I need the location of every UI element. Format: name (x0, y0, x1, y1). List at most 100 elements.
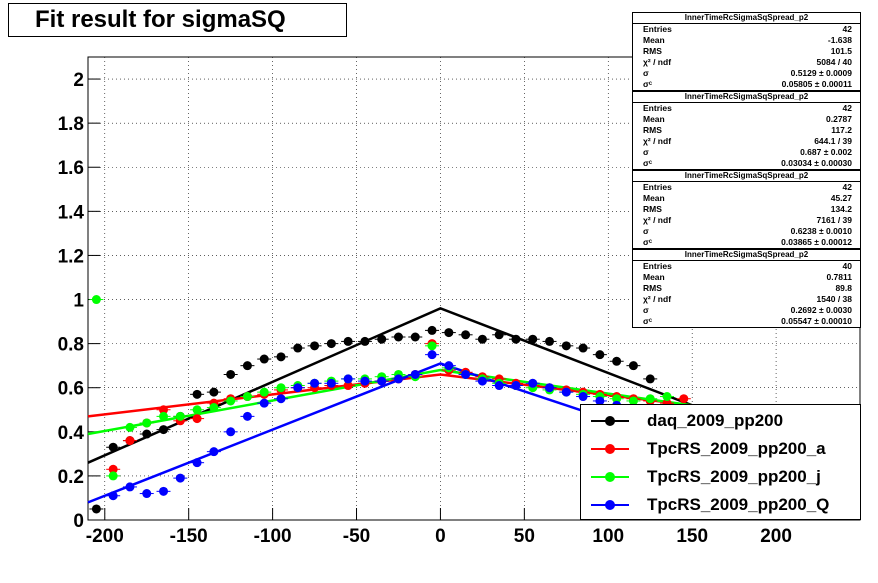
stats-row: Entries 40 (633, 261, 860, 272)
stats-value: 644.1 / 39 (814, 136, 852, 146)
data-point (175, 473, 185, 483)
data-point (528, 334, 538, 344)
stats-key: Mean (643, 114, 665, 124)
data-point (108, 471, 118, 481)
data-point (259, 354, 269, 364)
data-point (545, 383, 555, 393)
stats-box: InnerTimeRcSigmaSqSpread_p2 Entries 42 Mean… (632, 170, 861, 249)
data-point (192, 458, 202, 468)
data-point (360, 376, 370, 386)
stats-value: 42 (842, 182, 852, 192)
stats-value: 0.5129 ± 0.0009 (790, 68, 852, 78)
data-point (561, 341, 571, 351)
x-tick-label: 100 (592, 526, 624, 547)
data-point (242, 411, 252, 421)
data-point (192, 414, 202, 424)
legend-marker (605, 416, 615, 426)
stats-row: σ 0.2692 ± 0.0030 (633, 305, 860, 316)
stats-key: σ (643, 226, 649, 236)
stats-key: Mean (643, 193, 665, 203)
stats-key: Mean (643, 272, 665, 282)
stats-value: 0.03865 ± 0.00012 (781, 237, 852, 247)
plot-title: Fit result for sigmaSQ (8, 3, 347, 37)
stats-key: χ² / ndf (643, 136, 672, 146)
x-tick-label: 200 (760, 526, 792, 547)
legend-item: TpcRS_2009_pp200_a (581, 435, 860, 462)
stats-key: RMS (643, 204, 662, 214)
stats-row: Mean 0.7811 (633, 272, 860, 283)
data-point (192, 389, 202, 399)
y-tick-label: 0.6 (58, 379, 84, 400)
data-point (209, 387, 219, 397)
data-point (410, 332, 420, 342)
x-tick-label: -150 (170, 526, 208, 547)
data-point (545, 336, 555, 346)
data-point (310, 341, 320, 351)
stats-value: 101.5 (830, 46, 852, 56)
stats-key: Entries (643, 182, 672, 192)
data-point (209, 403, 219, 413)
y-tick-label: 2 (73, 70, 84, 91)
stats-key: Mean (643, 35, 665, 45)
y-tick-label: 1.6 (58, 158, 84, 179)
data-point (108, 442, 118, 452)
data-point (226, 369, 236, 379)
data-point (612, 394, 622, 404)
data-point (310, 378, 320, 388)
data-point (276, 383, 286, 393)
data-point (494, 330, 504, 340)
data-point (91, 504, 101, 514)
y-tick-label: 0.4 (58, 423, 85, 444)
data-point (226, 396, 236, 406)
stats-key: χ² / ndf (643, 294, 672, 304)
stats-key: Entries (643, 103, 672, 113)
stats-row: σᶜ 0.05547 ± 0.00010 (633, 316, 860, 327)
data-point (159, 425, 169, 435)
stats-value: 1540 / 38 (816, 294, 852, 304)
data-point (679, 394, 689, 404)
data-point (242, 361, 252, 371)
x-tick-label: -200 (86, 526, 124, 547)
stats-value: 134.2 (830, 204, 852, 214)
data-point (444, 328, 454, 338)
y-tick-label: 0.8 (58, 335, 84, 356)
data-point (343, 336, 353, 346)
x-tick-label: -100 (254, 526, 292, 547)
data-point (461, 369, 471, 379)
data-point (259, 398, 269, 408)
data-point (142, 429, 152, 439)
stats-key: χ² / ndf (643, 57, 672, 67)
data-point (427, 350, 437, 360)
stats-value: 40 (842, 261, 852, 271)
stats-key: σ (643, 68, 649, 78)
stats-key: RMS (643, 125, 662, 135)
data-point (410, 369, 420, 379)
stats-key: σᶜ (643, 237, 653, 247)
data-point (662, 392, 672, 402)
data-point (326, 378, 336, 388)
data-point (377, 334, 387, 344)
data-point (595, 396, 605, 406)
data-point (628, 396, 638, 406)
stats-key: σᶜ (643, 316, 653, 326)
x-tick-label: 0 (435, 526, 446, 547)
data-point (125, 422, 135, 432)
data-point (393, 374, 403, 384)
data-point (393, 332, 403, 342)
legend-label: daq_2009_pp200 (647, 411, 784, 430)
data-point (645, 394, 655, 404)
data-point (461, 330, 471, 340)
stats-value: 0.2787 (826, 114, 852, 124)
data-point (125, 436, 135, 446)
data-point (578, 343, 588, 353)
data-point (175, 411, 185, 421)
data-point (511, 334, 521, 344)
data-point (561, 387, 571, 397)
stats-box-title: InnerTimeRcSigmaSqSpread_p2 (633, 250, 860, 261)
x-tick-label: -50 (343, 526, 370, 547)
legend-marker (605, 444, 615, 454)
stats-row: Mean 0.2787 (633, 114, 860, 125)
stats-box: InnerTimeRcSigmaSqSpread_p2 Entries 42 Mean… (632, 91, 861, 170)
data-point (226, 427, 236, 437)
data-point (595, 350, 605, 360)
